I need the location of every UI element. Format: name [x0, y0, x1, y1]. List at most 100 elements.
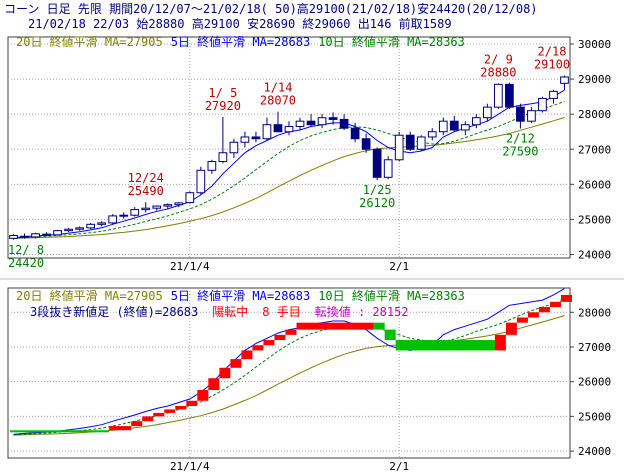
break-brick	[142, 416, 154, 422]
candle-body	[560, 76, 569, 84]
annotation-value-4: 26120	[359, 196, 395, 210]
break-brick	[10, 430, 110, 433]
price-legend-item-2: 10日 終値平滑 MA=28363	[318, 34, 465, 49]
break-y-tick-label: 25000	[578, 410, 611, 423]
candle-body	[9, 235, 18, 239]
candle-body	[86, 223, 96, 229]
price-y-tick-label: 30000	[578, 38, 611, 51]
break-ma10-line	[13, 299, 565, 436]
break-brick	[384, 329, 396, 341]
annotation-date-5: 2/ 9	[484, 52, 513, 66]
price-y-tick-label: 25000	[578, 213, 611, 226]
break-x-tick-label: 2/1	[389, 460, 409, 473]
chart-header: コーン 日足 先限 期間20/12/07～21/02/18( 50)高29100…	[0, 0, 624, 32]
candle-body	[427, 131, 437, 138]
break-brick	[274, 334, 286, 341]
header-line-period: コーン 日足 先限 期間20/12/07～21/02/18( 50)高29100…	[4, 2, 538, 16]
header-line-ohlc: 21/02/18 22/03 始28880 高29100 安28690 終290…	[28, 17, 452, 31]
candle-body	[97, 222, 107, 225]
candle-body	[273, 124, 283, 133]
break-brick	[505, 322, 517, 335]
candle-body	[505, 83, 514, 108]
price-y-tick-label: 24000	[578, 248, 611, 261]
break-legend-item-2: 10日 終値平滑 MA=28363	[318, 288, 465, 303]
break-brick	[516, 317, 528, 323]
break-brick	[494, 334, 506, 351]
candle-body	[251, 136, 261, 140]
annotation-value-6: 27590	[502, 145, 538, 159]
candle-body	[350, 127, 360, 140]
annotation-date-2: 1/ 5	[208, 86, 237, 100]
candle-body	[405, 134, 415, 150]
candle-body	[449, 120, 459, 131]
annotation-value-5: 28880	[480, 65, 516, 79]
break-brick	[197, 390, 209, 401]
break-brick	[560, 294, 572, 302]
break-brick	[252, 345, 264, 351]
price-x-tick-label: 2/1	[389, 260, 409, 273]
candle-body	[527, 110, 536, 122]
annotation-date-0: 12/ 8	[8, 243, 44, 257]
break-brick	[230, 359, 242, 368]
annotation-date-6: 2/12	[506, 132, 535, 146]
price-x-tick-label: 21/1/4	[170, 260, 210, 273]
price-y-tick-label: 29000	[578, 73, 611, 86]
annotation-value-2: 27920	[205, 99, 241, 113]
candle-body	[207, 161, 217, 171]
candle-body	[229, 141, 239, 154]
annotation-date-7: 2/18	[538, 45, 567, 59]
candle-body	[31, 233, 40, 238]
annotation-value-0: 24420	[8, 256, 44, 270]
candle-body	[185, 192, 195, 204]
break-brick	[296, 322, 374, 330]
break-brick	[153, 412, 165, 417]
price-legend-item-0: 20日 終値平滑 MA=27905	[16, 34, 163, 49]
break-y-tick-label: 24000	[578, 445, 611, 458]
candle-body	[108, 215, 118, 224]
break-legend-item-1: 5日 終値平滑 MA=28683	[171, 288, 310, 303]
candle-body	[361, 138, 371, 150]
candle-body	[130, 209, 140, 216]
candle-body	[516, 106, 525, 122]
candle-body	[262, 124, 272, 140]
price-y-tick-label: 26000	[578, 178, 611, 191]
candle-body	[196, 169, 206, 194]
candle-body	[141, 207, 151, 211]
candle-body	[383, 159, 393, 178]
candle-body	[394, 134, 404, 161]
candle-body	[328, 117, 338, 120]
price-ma20-line	[13, 117, 565, 239]
candle-body	[494, 83, 503, 108]
annotation-value-1: 25490	[128, 184, 164, 198]
candle-body	[174, 202, 184, 206]
break-legend-item-0: 20日 終値平滑 MA=27905	[16, 288, 163, 303]
price-ma10-line	[13, 100, 565, 239]
candle-body	[306, 120, 316, 126]
candle-body	[218, 152, 228, 163]
candle-body	[42, 233, 51, 236]
candle-body	[119, 214, 129, 217]
break-brick	[186, 400, 198, 406]
candle-body	[317, 117, 327, 126]
break-info-2: 8 手目	[262, 305, 300, 319]
break-info-1: 陽転中	[212, 304, 248, 319]
break-brick	[285, 329, 297, 335]
candle-body	[471, 117, 481, 126]
candle-body	[460, 124, 470, 131]
candle-body	[549, 90, 558, 99]
candle-body	[438, 120, 448, 133]
break-brick	[164, 409, 176, 413]
candle-body	[75, 227, 84, 230]
break-brick	[175, 405, 187, 410]
candle-body	[20, 235, 29, 238]
break-brick	[241, 350, 253, 360]
break-brick	[219, 367, 231, 379]
candle-body	[240, 136, 250, 143]
break-brick	[263, 340, 275, 346]
candle-body	[482, 106, 492, 119]
candle-body	[53, 230, 62, 236]
break-brick	[527, 312, 539, 318]
annotation-date-4: 1/25	[363, 183, 392, 197]
candle-body	[64, 228, 73, 232]
